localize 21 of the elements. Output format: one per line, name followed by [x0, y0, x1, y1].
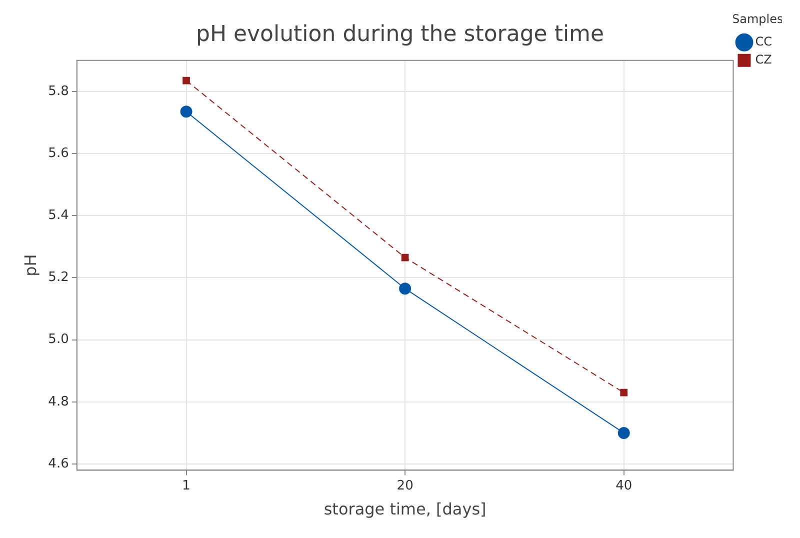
- y-tick-label: 5.4: [48, 208, 69, 223]
- chart-title: pH evolution during the storage time: [196, 22, 604, 47]
- legend-label: CZ: [755, 52, 772, 67]
- legend-label: CC: [755, 34, 772, 49]
- x-tick-label: 20: [396, 478, 414, 494]
- point: [182, 76, 190, 84]
- y-tick-label: 5.0: [48, 332, 69, 348]
- x-tick-label: 40: [616, 478, 632, 494]
- x-axis-title: storage time, [days]: [324, 500, 486, 519]
- point: [618, 426, 630, 439]
- y-tick-label: 4.6: [48, 456, 69, 472]
- y-axis-title: pH: [20, 254, 40, 276]
- y-tick-label: 5.6: [48, 146, 69, 161]
- point: [401, 254, 409, 262]
- point: [399, 282, 412, 295]
- y-tick-label: 5.8: [48, 84, 69, 99]
- x-tick-label: 1: [182, 478, 190, 494]
- point: [180, 106, 192, 118]
- y-tick-label: 4.8: [48, 394, 69, 410]
- y-tick-label: 5.2: [48, 270, 69, 286]
- point: [620, 388, 628, 396]
